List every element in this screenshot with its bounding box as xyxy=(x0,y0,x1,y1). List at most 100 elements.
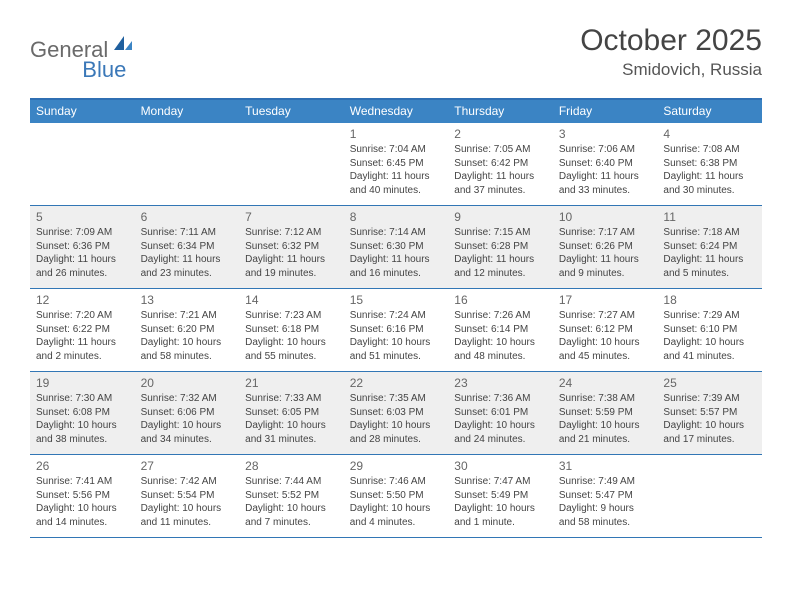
day-cell: 9 Sunrise: 7:15 AMSunset: 6:28 PMDaylight… xyxy=(448,206,553,288)
day-number: 2 xyxy=(454,127,547,141)
day-number: 11 xyxy=(663,210,756,224)
day-details: Sunrise: 7:44 AMSunset: 5:52 PMDaylight:… xyxy=(245,475,338,529)
day-number: 12 xyxy=(36,293,129,307)
day-details: Sunrise: 7:26 AMSunset: 6:14 PMDaylight:… xyxy=(454,309,547,363)
day-details: Sunrise: 7:47 AMSunset: 5:49 PMDaylight:… xyxy=(454,475,547,529)
day-cell: 7 Sunrise: 7:12 AMSunset: 6:32 PMDaylight… xyxy=(239,206,344,288)
day-cell: 20 Sunrise: 7:32 AMSunset: 6:06 PMDayligh… xyxy=(135,372,240,454)
day-number: 15 xyxy=(350,293,443,307)
day-cell: 28Sunrise: 7:44 AMSunset: 5:52 PMDayligh… xyxy=(239,455,344,537)
day-number: 30 xyxy=(454,459,547,473)
day-cell: 15 Sunrise: 7:24 AMSunset: 6:16 PMDayligh… xyxy=(344,289,449,371)
day-number: 6 xyxy=(141,210,234,224)
day-cell: 29 Sunrise: 7:46 AMSunset: 5:50 PMDayligh… xyxy=(344,455,449,537)
day-number: 4 xyxy=(663,127,756,141)
day-details: Sunrise: 7:24 AMSunset: 6:16 PMDaylight:… xyxy=(350,309,443,363)
day-number: 19 xyxy=(36,376,129,390)
day-cell: 27Sunrise: 7:42 AMSunset: 5:54 PMDayligh… xyxy=(135,455,240,537)
title-block: October 2025 Smidovich, Russia xyxy=(580,24,762,80)
day-number: 17 xyxy=(559,293,652,307)
day-details: Sunrise: 7:30 AMSunset: 6:08 PMDaylight:… xyxy=(36,392,129,446)
day-number: 14 xyxy=(245,293,338,307)
day-number: 10 xyxy=(559,210,652,224)
sail-icon xyxy=(112,34,134,57)
day-details: Sunrise: 7:27 AMSunset: 6:12 PMDaylight:… xyxy=(559,309,652,363)
day-cell: 4 Sunrise: 7:08 AMSunset: 6:38 PMDaylight… xyxy=(657,123,762,205)
day-cell: 25Sunrise: 7:39 AMSunset: 5:57 PMDayligh… xyxy=(657,372,762,454)
day-cell: 22 Sunrise: 7:35 AMSunset: 6:03 PMDayligh… xyxy=(344,372,449,454)
calendar: SundayMondayTuesdayWednesdayThursdayFrid… xyxy=(30,98,762,538)
day-details: Sunrise: 7:20 AMSunset: 6:22 PMDaylight:… xyxy=(36,309,129,363)
day-number: 31 xyxy=(559,459,652,473)
day-number: 27 xyxy=(141,459,234,473)
day-details: Sunrise: 7:38 AMSunset: 5:59 PMDaylight:… xyxy=(559,392,652,446)
day-details: Sunrise: 7:35 AMSunset: 6:03 PMDaylight:… xyxy=(350,392,443,446)
day-cell: 8 Sunrise: 7:14 AMSunset: 6:30 PMDaylight… xyxy=(344,206,449,288)
day-cell xyxy=(239,123,344,205)
day-cell: 21 Sunrise: 7:33 AMSunset: 6:05 PMDayligh… xyxy=(239,372,344,454)
weekday-header: Tuesday xyxy=(239,100,344,123)
day-details: Sunrise: 7:46 AMSunset: 5:50 PMDaylight:… xyxy=(350,475,443,529)
day-details: Sunrise: 7:32 AMSunset: 6:06 PMDaylight:… xyxy=(141,392,234,446)
week-row: 5 Sunrise: 7:09 AMSunset: 6:36 PMDaylight… xyxy=(30,206,762,289)
day-cell: 24 Sunrise: 7:38 AMSunset: 5:59 PMDayligh… xyxy=(553,372,658,454)
day-details: Sunrise: 7:04 AMSunset: 6:45 PMDaylight:… xyxy=(350,143,443,197)
weekday-header: Wednesday xyxy=(344,100,449,123)
day-cell: 31 Sunrise: 7:49 AMSunset: 5:47 PMDayligh… xyxy=(553,455,658,537)
day-number: 9 xyxy=(454,210,547,224)
day-number: 18 xyxy=(663,293,756,307)
weekday-header-row: SundayMondayTuesdayWednesdayThursdayFrid… xyxy=(30,100,762,123)
day-details: Sunrise: 7:06 AMSunset: 6:40 PMDaylight:… xyxy=(559,143,652,197)
day-details: Sunrise: 7:21 AMSunset: 6:20 PMDaylight:… xyxy=(141,309,234,363)
logo: General Blue xyxy=(30,24,180,65)
month-title: October 2025 xyxy=(580,24,762,58)
day-cell: 18Sunrise: 7:29 AMSunset: 6:10 PMDayligh… xyxy=(657,289,762,371)
day-details: Sunrise: 7:14 AMSunset: 6:30 PMDaylight:… xyxy=(350,226,443,280)
day-details: Sunrise: 7:09 AMSunset: 6:36 PMDaylight:… xyxy=(36,226,129,280)
day-number: 3 xyxy=(559,127,652,141)
week-row: 12 Sunrise: 7:20 AMSunset: 6:22 PMDayligh… xyxy=(30,289,762,372)
day-details: Sunrise: 7:11 AMSunset: 6:34 PMDaylight:… xyxy=(141,226,234,280)
day-cell: 10Sunrise: 7:17 AMSunset: 6:26 PMDayligh… xyxy=(553,206,658,288)
weekday-header: Monday xyxy=(135,100,240,123)
week-row: 19 Sunrise: 7:30 AMSunset: 6:08 PMDayligh… xyxy=(30,372,762,455)
weekday-header: Friday xyxy=(553,100,658,123)
day-details: Sunrise: 7:05 AMSunset: 6:42 PMDaylight:… xyxy=(454,143,547,197)
day-number: 21 xyxy=(245,376,338,390)
weekday-header: Sunday xyxy=(30,100,135,123)
day-number: 29 xyxy=(350,459,443,473)
day-number: 24 xyxy=(559,376,652,390)
logo-word-2: Blue xyxy=(82,57,126,83)
day-cell: 13Sunrise: 7:21 AMSunset: 6:20 PMDayligh… xyxy=(135,289,240,371)
calendar-body: 1 Sunrise: 7:04 AMSunset: 6:45 PMDaylight… xyxy=(30,123,762,538)
day-cell: 26Sunrise: 7:41 AMSunset: 5:56 PMDayligh… xyxy=(30,455,135,537)
day-number: 1 xyxy=(350,127,443,141)
calendar-page: General Blue October 2025 Smidovich, Rus… xyxy=(0,0,792,538)
day-cell: 23 Sunrise: 7:36 AMSunset: 6:01 PMDayligh… xyxy=(448,372,553,454)
day-details: Sunrise: 7:15 AMSunset: 6:28 PMDaylight:… xyxy=(454,226,547,280)
day-cell: 19 Sunrise: 7:30 AMSunset: 6:08 PMDayligh… xyxy=(30,372,135,454)
day-cell: 17 Sunrise: 7:27 AMSunset: 6:12 PMDayligh… xyxy=(553,289,658,371)
day-details: Sunrise: 7:33 AMSunset: 6:05 PMDaylight:… xyxy=(245,392,338,446)
day-details: Sunrise: 7:18 AMSunset: 6:24 PMDaylight:… xyxy=(663,226,756,280)
day-number: 25 xyxy=(663,376,756,390)
day-details: Sunrise: 7:12 AMSunset: 6:32 PMDaylight:… xyxy=(245,226,338,280)
header: General Blue October 2025 Smidovich, Rus… xyxy=(30,24,762,80)
day-cell: 2 Sunrise: 7:05 AMSunset: 6:42 PMDaylight… xyxy=(448,123,553,205)
weekday-header: Saturday xyxy=(657,100,762,123)
day-number: 20 xyxy=(141,376,234,390)
day-details: Sunrise: 7:23 AMSunset: 6:18 PMDaylight:… xyxy=(245,309,338,363)
day-details: Sunrise: 7:08 AMSunset: 6:38 PMDaylight:… xyxy=(663,143,756,197)
day-details: Sunrise: 7:49 AMSunset: 5:47 PMDaylight:… xyxy=(559,475,652,529)
day-number: 23 xyxy=(454,376,547,390)
day-cell: 30 Sunrise: 7:47 AMSunset: 5:49 PMDayligh… xyxy=(448,455,553,537)
day-number: 8 xyxy=(350,210,443,224)
day-cell xyxy=(657,455,762,537)
day-cell: 3 Sunrise: 7:06 AMSunset: 6:40 PMDaylight… xyxy=(553,123,658,205)
day-details: Sunrise: 7:36 AMSunset: 6:01 PMDaylight:… xyxy=(454,392,547,446)
day-details: Sunrise: 7:41 AMSunset: 5:56 PMDaylight:… xyxy=(36,475,129,529)
day-number: 5 xyxy=(36,210,129,224)
day-number: 7 xyxy=(245,210,338,224)
weekday-header: Thursday xyxy=(448,100,553,123)
day-number: 22 xyxy=(350,376,443,390)
